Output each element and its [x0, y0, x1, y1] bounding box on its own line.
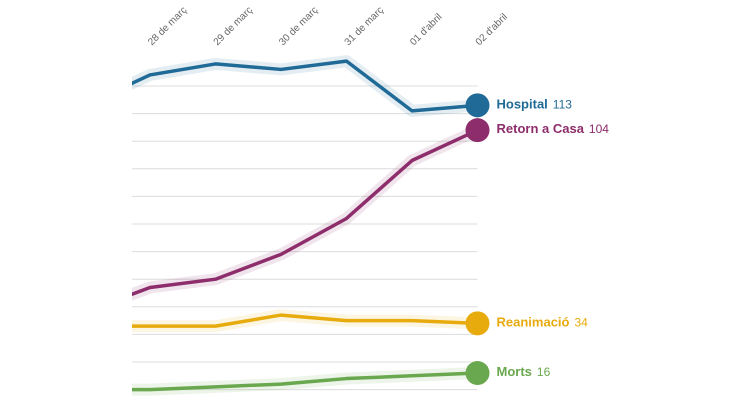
- line: [132, 128, 479, 297]
- line: [132, 371, 478, 392]
- end-point: [465, 118, 490, 143]
- legend-name: Reanimació: [497, 315, 570, 330]
- x-tick-label: 02 d'abril: [474, 12, 510, 48]
- legend-name: Retorn a Casa: [497, 122, 585, 137]
- value-label: 113: [553, 97, 572, 111]
- x-tick-label: 30 de març: [277, 5, 320, 48]
- value-label: 104: [589, 122, 609, 136]
- series-label: Hospital 113: [497, 97, 573, 112]
- end-point: [465, 93, 490, 118]
- value-label: 34: [574, 316, 588, 330]
- line: [132, 59, 478, 113]
- series-label: Reanimació 34: [497, 315, 589, 330]
- plot: [132, 55, 481, 396]
- x-tick-label: 31 de març: [343, 5, 386, 48]
- legend-name: Hospital: [497, 97, 548, 112]
- x-tick-label: 28 de març: [146, 5, 189, 48]
- x-tick-label: 29 de març: [212, 5, 255, 48]
- series-label: Retorn a Casa 104: [497, 122, 610, 137]
- value-label: 16: [537, 365, 551, 379]
- series-label: Morts 16: [497, 364, 551, 379]
- grid: [132, 85, 478, 391]
- x-tick-label: 01 d'abril: [408, 12, 444, 48]
- legend-name: Morts: [497, 364, 532, 379]
- end-point: [465, 361, 490, 386]
- line: [132, 313, 478, 328]
- end-point: [465, 311, 490, 336]
